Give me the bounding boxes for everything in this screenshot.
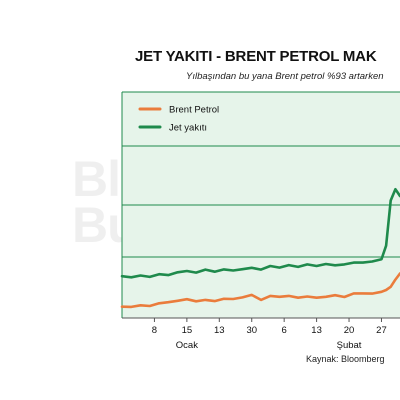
- legend-panel: [122, 92, 400, 146]
- x-tick-label: 6: [282, 325, 287, 336]
- legend-label: Jet yakıtı: [169, 123, 207, 134]
- source-note: Kaynak: Bloomberg: [306, 354, 385, 364]
- x-tick-label: 30: [246, 325, 257, 336]
- x-tick-label: 15: [182, 325, 193, 336]
- x-tick-label: 13: [214, 325, 225, 336]
- chart-subtitle: Yılbaşından bu yana Brent petrol %93 art…: [186, 71, 384, 82]
- series-line-brent: [120, 272, 400, 309]
- legend-label: Brent Petrol: [169, 105, 219, 116]
- chart-title: JET YAKITI - BRENT PETROL MAK: [135, 48, 377, 65]
- x-tick-label: 27: [376, 325, 387, 336]
- x-tick-label: 8: [152, 325, 157, 336]
- x-group-label: Ocak: [176, 340, 198, 351]
- x-tick-label: 13: [311, 325, 322, 336]
- x-tick-label: 20: [344, 325, 355, 336]
- x-group-label: Şubat: [337, 340, 362, 351]
- series-line-jet: [120, 187, 400, 279]
